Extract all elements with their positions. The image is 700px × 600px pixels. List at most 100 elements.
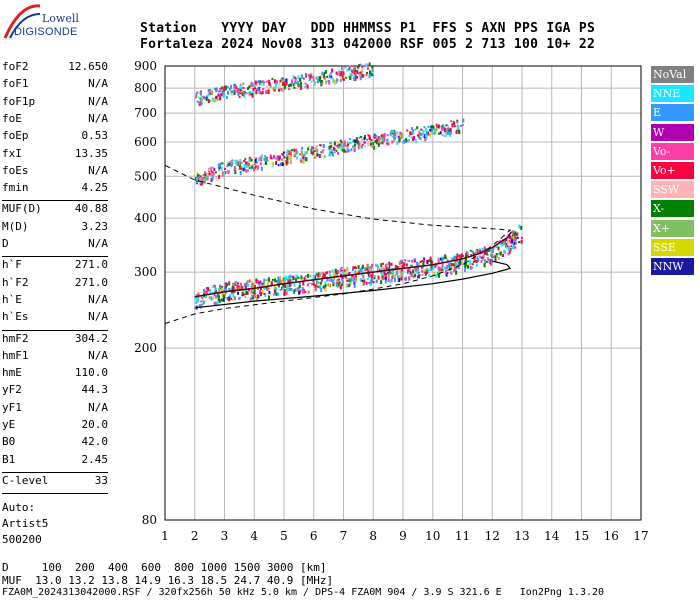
echo-point (356, 70, 359, 74)
echo-point (199, 91, 202, 95)
echo-point (288, 288, 291, 291)
echo-point (361, 138, 363, 142)
param-row: hmE 110.0 (2, 366, 108, 380)
echo-point (386, 138, 389, 142)
echo-point (297, 287, 300, 292)
echo-point (449, 127, 452, 132)
echo-point (338, 143, 341, 146)
echo-point (361, 67, 364, 72)
echo-point (242, 168, 245, 172)
echo-point (453, 121, 456, 125)
echo-point (287, 275, 290, 279)
echo-point (218, 90, 221, 93)
echo-point (422, 266, 425, 269)
echo-point (423, 257, 426, 260)
legend-item-x: X+ (651, 219, 694, 237)
echo-point (241, 286, 244, 289)
param-name: M(D) (2, 219, 29, 233)
echo-point (292, 291, 295, 294)
echo-point (269, 84, 272, 89)
echo-point (421, 273, 424, 276)
echo-point (518, 241, 520, 244)
echo-point (236, 284, 239, 288)
echo-point (302, 281, 305, 286)
echo-point (273, 285, 276, 289)
echo-point (204, 171, 206, 176)
echo-point (217, 163, 220, 168)
param-row: foEs N/A (2, 164, 108, 178)
echo-point (261, 80, 264, 84)
echo-point (226, 164, 229, 166)
echo-point (456, 253, 459, 256)
echo-point (331, 269, 334, 273)
echo-point (324, 281, 327, 285)
echo-point (234, 159, 237, 164)
echo-point (513, 232, 516, 237)
echo-point (373, 136, 376, 139)
echo-point (506, 247, 509, 250)
echo-point (371, 272, 374, 277)
echo-point (308, 76, 311, 81)
echo-point (216, 95, 219, 99)
echo-point (413, 258, 416, 261)
echo-point (380, 280, 383, 285)
param-row: foF2 12.650 (2, 60, 108, 74)
echo-point (246, 161, 249, 166)
echo-point (217, 295, 220, 300)
echo-point (252, 87, 255, 91)
logo-text-lowell: Lowell (42, 12, 79, 25)
echo-point (261, 283, 264, 287)
param-value: 13.35 (74, 146, 108, 160)
echo-point (319, 281, 322, 285)
echo-point (424, 137, 427, 142)
echo-point (230, 85, 232, 90)
echo-point (211, 90, 214, 93)
auto-scaling-text: 500200 (2, 533, 42, 547)
echo-point (273, 289, 276, 294)
echo-point (233, 84, 236, 89)
echo-point (414, 267, 417, 272)
echo-point (239, 86, 242, 88)
echo-point (386, 133, 389, 136)
param-name: C-level (2, 473, 49, 487)
echo-point (430, 126, 433, 131)
echo-point (385, 273, 388, 276)
echo-point (366, 67, 369, 70)
echo-point (392, 270, 395, 273)
echo-point (276, 80, 278, 85)
echo-point (253, 85, 256, 88)
echo-point (341, 149, 344, 152)
echo-point (349, 141, 352, 144)
echo-point (208, 92, 211, 96)
echo-point (305, 151, 308, 154)
echo-point (301, 146, 304, 150)
echo-point (278, 82, 281, 87)
echo-point (431, 128, 434, 131)
echo-point (486, 253, 489, 256)
echo-point (291, 149, 293, 152)
echo-point (483, 261, 486, 265)
panel-divider (2, 256, 108, 258)
echo-point (457, 263, 460, 266)
footer-muf: MUF 13.0 13.2 13.8 14.9 16.3 18.5 24.7 4… (2, 574, 334, 587)
echo-point (248, 158, 251, 162)
echo-point (412, 132, 415, 135)
echo-point (494, 258, 497, 262)
param-row: M(D) 3.23 (2, 220, 108, 234)
echo-point (257, 285, 260, 288)
echo-point (393, 131, 396, 134)
echo-point (268, 295, 270, 300)
echo-point (279, 79, 282, 82)
echo-point (293, 152, 296, 154)
echo-point (482, 258, 485, 261)
echo-point (298, 290, 301, 295)
echo-point (294, 151, 297, 155)
echo-point (353, 139, 356, 143)
echo-point (439, 131, 442, 135)
echo-point (414, 273, 417, 277)
echo-point (390, 262, 393, 266)
echo-point (476, 263, 478, 267)
echo-point (375, 279, 378, 283)
echo-point (275, 288, 278, 292)
echo-point (370, 266, 373, 271)
